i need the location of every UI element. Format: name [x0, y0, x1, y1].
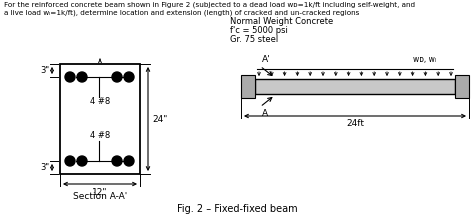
- Circle shape: [65, 156, 75, 166]
- Bar: [60, 64, 140, 174]
- Bar: [455, 75, 469, 98]
- Text: Section A-A': Section A-A': [73, 192, 127, 201]
- Circle shape: [112, 72, 122, 82]
- Text: Normal Weight Concrete: Normal Weight Concrete: [230, 17, 333, 26]
- Text: wᴅ, wₗ: wᴅ, wₗ: [413, 55, 437, 64]
- Circle shape: [112, 156, 122, 166]
- Text: a live load wₗ=1k/ft), determine location and extension (length) of cracked and : a live load wₗ=1k/ft), determine locatio…: [4, 10, 359, 16]
- Circle shape: [65, 72, 75, 82]
- Text: 4 #8: 4 #8: [90, 97, 110, 107]
- Text: 4 #8: 4 #8: [90, 131, 110, 141]
- Circle shape: [77, 156, 87, 166]
- Bar: [241, 75, 255, 98]
- Text: 3": 3": [40, 163, 49, 172]
- Text: 24": 24": [152, 115, 167, 123]
- Circle shape: [124, 156, 134, 166]
- Text: For the reinforced concrete beam shown in Figure 2 (subjected to a dead load wᴅ=: For the reinforced concrete beam shown i…: [4, 2, 415, 8]
- Text: Gr. 75 steel: Gr. 75 steel: [230, 35, 278, 44]
- Text: A': A': [262, 55, 271, 64]
- Text: A: A: [262, 109, 268, 118]
- Text: 24ft: 24ft: [346, 119, 364, 128]
- Text: f'c = 5000 psi: f'c = 5000 psi: [230, 26, 288, 35]
- Circle shape: [77, 72, 87, 82]
- Text: Fig. 2 – Fixed-fixed beam: Fig. 2 – Fixed-fixed beam: [177, 204, 297, 214]
- Circle shape: [124, 72, 134, 82]
- Bar: [255, 79, 455, 94]
- Text: 12": 12": [92, 188, 108, 197]
- Text: 3": 3": [40, 66, 49, 75]
